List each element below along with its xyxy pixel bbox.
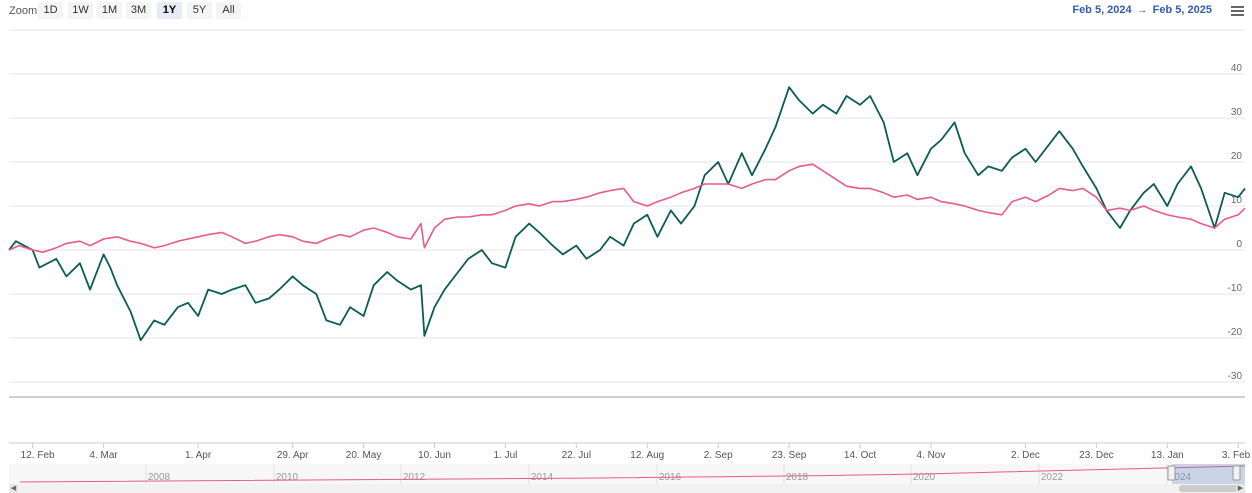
navigator-background (9, 464, 1245, 484)
y-tick-label: -30 (1228, 371, 1243, 382)
x-axis-labels: 12. Feb 4. Mar 1. Apr 29. Apr 20. May 10. Jun… (21, 443, 1251, 461)
navigator-selection[interactable] (1172, 464, 1245, 484)
zoom-button-1w[interactable]: 1W (68, 2, 93, 19)
navigator-handle-left[interactable] (1167, 465, 1176, 481)
date-range-display: Feb 5, 2024 → Feb 5, 2025 (1072, 4, 1212, 16)
x-tick-label: 10. Jun (418, 450, 451, 461)
navigator-year-label: 2020 (913, 472, 936, 483)
x-tick-label: 12. Feb (21, 450, 55, 461)
zoom-button-1y[interactable]: 1Y (157, 2, 182, 19)
grid-lines (9, 29, 1245, 383)
range-to-date[interactable]: Feb 5, 2025 (1152, 4, 1212, 16)
y-tick-label: 20 (1231, 151, 1243, 162)
x-tick-label: 1. Jul (493, 450, 517, 461)
zoom-label: Zoom (9, 5, 38, 17)
navigator-panel: 200820102012201420162018202020222024||| (9, 464, 1246, 493)
x-tick-label: 4. Mar (89, 450, 118, 461)
zoom-button-1m[interactable]: 1M (97, 2, 122, 19)
zoom-button-5y[interactable]: 5Y (187, 2, 212, 19)
x-tick-label: 12. Aug (630, 450, 664, 461)
x-tick-label: 29. Apr (277, 450, 309, 461)
zoom-button-3m[interactable]: 3M (126, 2, 151, 19)
x-tick-label: 20. May (346, 450, 382, 461)
series-line-1 (8, 86, 1246, 342)
y-tick-label: 10 (1231, 195, 1243, 206)
x-tick-label: 23. Dec (1079, 450, 1113, 461)
y-tick-label: -10 (1228, 283, 1243, 294)
x-tick-label: 13. Jan (1151, 450, 1184, 461)
x-tick-label: 1. Apr (185, 450, 212, 461)
range-arrow: → (1136, 4, 1148, 16)
y-axis-labels: 40 30 20 10 0 -10 -20 -30 (1228, 63, 1243, 382)
navigator-year-label: 2014 (531, 472, 554, 483)
zoom-button-all[interactable]: All (216, 2, 241, 19)
navigator-year-label: 2018 (786, 472, 809, 483)
x-tick-label: 2. Sep (704, 450, 733, 461)
x-tick-label: 22. Jul (562, 450, 591, 461)
navigator-scrollbar[interactable]: ◀ ▶ (9, 484, 1245, 493)
zoom-button-1d[interactable]: 1D (38, 2, 63, 19)
y-tick-label: 40 (1231, 63, 1243, 74)
navigator-year-label: 2010 (276, 472, 299, 483)
series-line-2 (8, 163, 1246, 253)
x-tick-label: 2. Dec (1011, 450, 1040, 461)
series-lines (8, 86, 1246, 342)
navigator-year-label: 2024 (1169, 472, 1192, 483)
range-selector-toolbar: Zoom 1D 1W 1M 3M 1Y 5Y All Feb 5, 2024 → Feb 5, … (0, 0, 1252, 22)
navigator-year-label: 2008 (148, 472, 171, 483)
hamburger-menu-icon[interactable] (1231, 6, 1244, 17)
scrollbar-thumb[interactable] (1179, 485, 1245, 492)
navigator-series-line (19, 465, 1246, 483)
x-tick-label: 4. Nov (916, 450, 945, 461)
x-tick-label: 14. Oct (844, 450, 876, 461)
range-from-date[interactable]: Feb 5, 2024 (1072, 4, 1132, 16)
x-tick-label: 3. Feb (1222, 450, 1251, 461)
navigator-handle-right[interactable] (1232, 465, 1241, 481)
x-tick-label: 23. Sep (772, 450, 807, 461)
navigator-year-label: 2022 (1041, 472, 1064, 483)
y-tick-label: -20 (1228, 327, 1243, 338)
navigator-year-label: 2012 (403, 472, 426, 483)
y-tick-label: 0 (1236, 239, 1242, 250)
y-tick-label: 30 (1231, 107, 1243, 118)
scroll-right-button[interactable]: ▶ (1236, 484, 1245, 493)
scroll-left-button[interactable]: ◀ (9, 484, 18, 493)
